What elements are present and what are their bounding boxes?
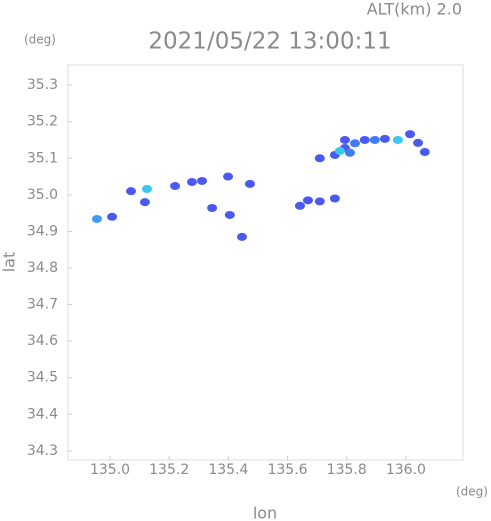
- echo-point: [107, 212, 118, 221]
- y-tick-label: 34.5: [27, 370, 58, 386]
- y-tick-label: 35.1: [27, 150, 58, 166]
- y-tick-label: 35.2: [27, 114, 58, 130]
- echo-point: [236, 232, 247, 241]
- echo-point: [126, 187, 137, 196]
- echo-point: [314, 197, 325, 206]
- x-tick-label: 135.6: [267, 462, 307, 478]
- echo-point: [314, 154, 325, 163]
- echo-point: [359, 135, 370, 144]
- y-tick-label: 35.3: [27, 77, 58, 93]
- echo-point: [339, 135, 350, 144]
- x-tick-label: 135.4: [208, 462, 248, 478]
- echo-point: [139, 198, 150, 207]
- x-tick-label: 136.0: [386, 462, 426, 478]
- echo-point: [223, 172, 234, 181]
- echo-point: [405, 130, 416, 139]
- echo-point: [186, 178, 197, 187]
- x-tick-label: 135.0: [90, 462, 130, 478]
- chart-title: 2021/05/22 13:00:11: [148, 29, 391, 55]
- echo-point: [170, 182, 181, 191]
- echo-point: [142, 184, 152, 193]
- x-axis-label: lon: [253, 504, 277, 521]
- y-axis-label: lat: [0, 252, 19, 273]
- altitude-label: ALT(km) 2.0: [367, 0, 462, 19]
- echo-point: [413, 138, 424, 147]
- echo-point: [197, 176, 208, 185]
- y-tick-label: 34.7: [27, 297, 58, 313]
- x-tick-label: 135.8: [327, 462, 367, 478]
- echo-point: [369, 135, 380, 144]
- x-tick-label: 135.2: [149, 462, 189, 478]
- y-tick-label: 34.9: [27, 223, 58, 239]
- echo-point: [392, 135, 403, 144]
- y-tick-label: 34.3: [27, 443, 58, 459]
- y-tick-label: 35.0: [27, 187, 58, 203]
- echo-point: [329, 194, 340, 203]
- x-unit: (deg): [456, 485, 488, 499]
- echo-point: [419, 148, 430, 157]
- echo-point: [224, 210, 235, 219]
- y-tick-label: 34.6: [27, 333, 58, 349]
- y-tick-label: 34.4: [27, 406, 58, 422]
- y-unit: (deg): [24, 33, 56, 47]
- echo-point: [350, 139, 361, 148]
- echo-point: [207, 204, 218, 213]
- y-tick-label: 34.8: [27, 260, 58, 276]
- echo-point: [244, 179, 255, 188]
- echo-point: [91, 214, 102, 223]
- echo-point: [344, 148, 355, 157]
- echo-point: [379, 134, 390, 143]
- echo-point: [302, 196, 313, 205]
- plot-frame: [67, 64, 464, 461]
- echo-point: [294, 201, 305, 210]
- echo-point: [334, 146, 345, 155]
